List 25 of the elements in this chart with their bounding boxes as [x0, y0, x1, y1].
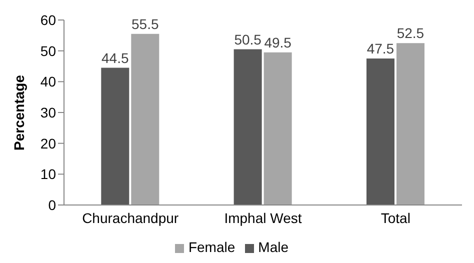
data-label: 52.5	[396, 25, 424, 42]
bar	[396, 43, 424, 205]
data-label: 49.5	[264, 34, 292, 50]
x-tick-label: Imphal West	[224, 210, 302, 226]
data-label: 44.5	[102, 50, 129, 66]
y-tick-label: 30	[40, 104, 56, 120]
legend-label: Male	[258, 239, 289, 255]
bar	[101, 68, 130, 205]
y-tick-label: 50	[40, 42, 56, 59]
x-tick-label: Churachandpur	[82, 210, 179, 226]
data-label: 55.5	[132, 16, 159, 32]
bar	[366, 58, 394, 205]
bar	[264, 52, 292, 205]
data-label: 50.5	[234, 31, 262, 48]
bar	[234, 49, 262, 205]
legend-label: Female	[188, 239, 236, 255]
bar	[131, 34, 160, 205]
y-tick-label: 60	[40, 12, 56, 28]
y-tick-label: 20	[40, 135, 56, 152]
y-tick-label: 0	[48, 196, 56, 213]
y-tick-label: 10	[40, 166, 56, 182]
y-tick-label: 40	[40, 74, 56, 90]
x-tick-label: Total	[380, 210, 410, 226]
data-label: 47.5	[366, 40, 394, 57]
y-axis-title: Percentage	[10, 74, 27, 150]
